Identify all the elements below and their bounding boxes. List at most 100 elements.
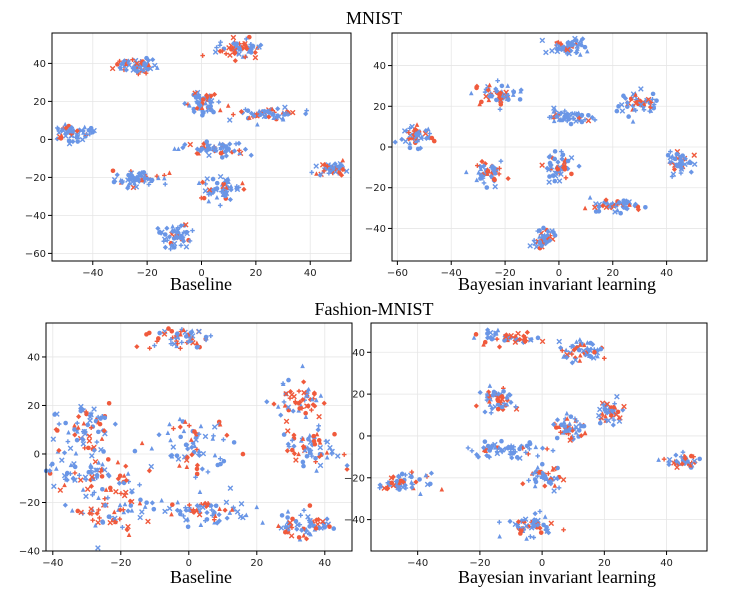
data-point-class-b xyxy=(616,415,622,420)
data-point-class-b xyxy=(269,106,275,112)
data-point-class-a xyxy=(151,506,157,512)
data-point-class-b xyxy=(72,470,78,476)
data-point-class-a xyxy=(558,171,564,177)
data-point-class-a xyxy=(584,48,590,54)
data-point-class-a xyxy=(537,240,543,245)
data-point-class-a xyxy=(111,179,117,185)
data-point-class-a xyxy=(264,399,270,405)
data-point-class-a xyxy=(103,503,108,508)
data-point-class-b xyxy=(411,128,417,134)
data-point-class-a xyxy=(301,463,306,469)
data-point-class-b xyxy=(621,403,627,410)
data-point-class-a xyxy=(471,335,477,340)
data-point-class-b xyxy=(283,391,289,397)
data-point-class-a xyxy=(552,178,558,184)
data-point-class-a xyxy=(495,327,501,333)
data-point-class-a xyxy=(323,438,329,444)
data-point-class-b xyxy=(283,418,290,425)
data-point-class-a xyxy=(402,138,409,145)
data-point-class-a xyxy=(559,156,565,162)
data-point-class-a xyxy=(527,441,533,447)
data-point-class-b xyxy=(316,438,322,443)
data-point-class-a xyxy=(494,97,499,103)
data-point-class-a xyxy=(604,199,610,205)
data-point-class-a xyxy=(83,477,89,482)
data-point-class-b xyxy=(72,422,77,428)
data-point-class-b xyxy=(75,424,81,430)
data-point-class-a xyxy=(108,514,113,520)
data-point-class-a xyxy=(542,473,548,479)
data-point-class-a xyxy=(226,146,231,152)
data-point-class-a xyxy=(309,396,315,402)
data-point-class-a xyxy=(185,524,191,530)
y-tick-label: −40 xyxy=(25,211,46,222)
data-point-class-b xyxy=(564,46,571,53)
data-point-class-b xyxy=(83,409,89,415)
data-point-class-b xyxy=(641,101,647,107)
data-point-class-a xyxy=(401,128,408,134)
data-point-class-a xyxy=(492,445,498,450)
data-point-class-b xyxy=(524,329,530,335)
data-point-class-a xyxy=(688,169,694,175)
data-point-class-a xyxy=(129,172,135,178)
data-point-class-a xyxy=(415,137,421,143)
data-point-class-b xyxy=(97,515,102,521)
data-point-class-b xyxy=(633,100,639,107)
data-point-class-a xyxy=(172,146,177,151)
y-tick-label: −20 xyxy=(344,473,365,484)
y-tick-label: −20 xyxy=(25,173,46,184)
data-point-class-a xyxy=(527,446,532,452)
data-point-class-a xyxy=(544,165,550,171)
data-point-class-b xyxy=(479,158,485,165)
data-point-class-b xyxy=(188,437,194,442)
data-point-class-a xyxy=(193,475,198,480)
data-point-class-a xyxy=(126,172,131,178)
data-point-class-b xyxy=(582,430,588,435)
data-point-class-a xyxy=(210,513,215,518)
data-point-class-a xyxy=(152,62,158,69)
data-point-class-a xyxy=(597,420,603,426)
data-point-class-b xyxy=(91,444,97,451)
x-tick-label: −40 xyxy=(82,268,103,279)
data-point-class-b xyxy=(192,429,197,434)
data-point-class-a xyxy=(168,341,174,346)
data-point-class-a xyxy=(344,462,350,469)
data-point-class-b xyxy=(627,202,632,207)
data-point-class-a xyxy=(198,423,204,429)
data-point-class-a xyxy=(114,172,120,178)
data-point-class-a xyxy=(149,177,155,183)
data-point-class-a xyxy=(205,143,211,148)
data-point-class-b xyxy=(633,92,638,97)
data-point-class-b xyxy=(499,396,506,403)
data-point-class-a xyxy=(303,111,309,117)
data-point-class-b xyxy=(576,115,582,121)
data-point-class-a xyxy=(158,230,164,236)
data-point-class-a xyxy=(204,176,211,182)
data-point-class-a xyxy=(66,429,71,435)
x-tick-label: 20 xyxy=(606,268,619,279)
data-point-class-b xyxy=(240,180,245,186)
data-point-class-b xyxy=(313,526,319,531)
data-point-class-a xyxy=(697,456,702,462)
data-point-class-a xyxy=(185,339,191,345)
data-point-class-a xyxy=(314,468,319,473)
data-point-class-a xyxy=(207,96,212,102)
data-point-class-b xyxy=(99,474,105,479)
y-tick-label: 0 xyxy=(34,449,40,460)
data-point-class-a xyxy=(600,402,606,408)
data-point-class-b xyxy=(95,519,101,526)
data-point-class-a xyxy=(543,527,549,533)
x-tick-label: 0 xyxy=(198,268,204,279)
y-tick-label: 0 xyxy=(40,135,46,146)
data-point-class-a xyxy=(501,389,506,394)
data-point-class-a xyxy=(588,346,594,352)
data-point-class-a xyxy=(505,445,511,451)
data-point-class-b xyxy=(166,326,171,331)
data-point-class-a xyxy=(414,131,419,137)
data-point-class-a xyxy=(531,523,537,529)
data-point-class-b xyxy=(481,341,486,347)
data-point-class-a xyxy=(610,422,616,428)
data-point-class-b xyxy=(199,105,205,110)
data-point-class-a xyxy=(306,436,311,442)
